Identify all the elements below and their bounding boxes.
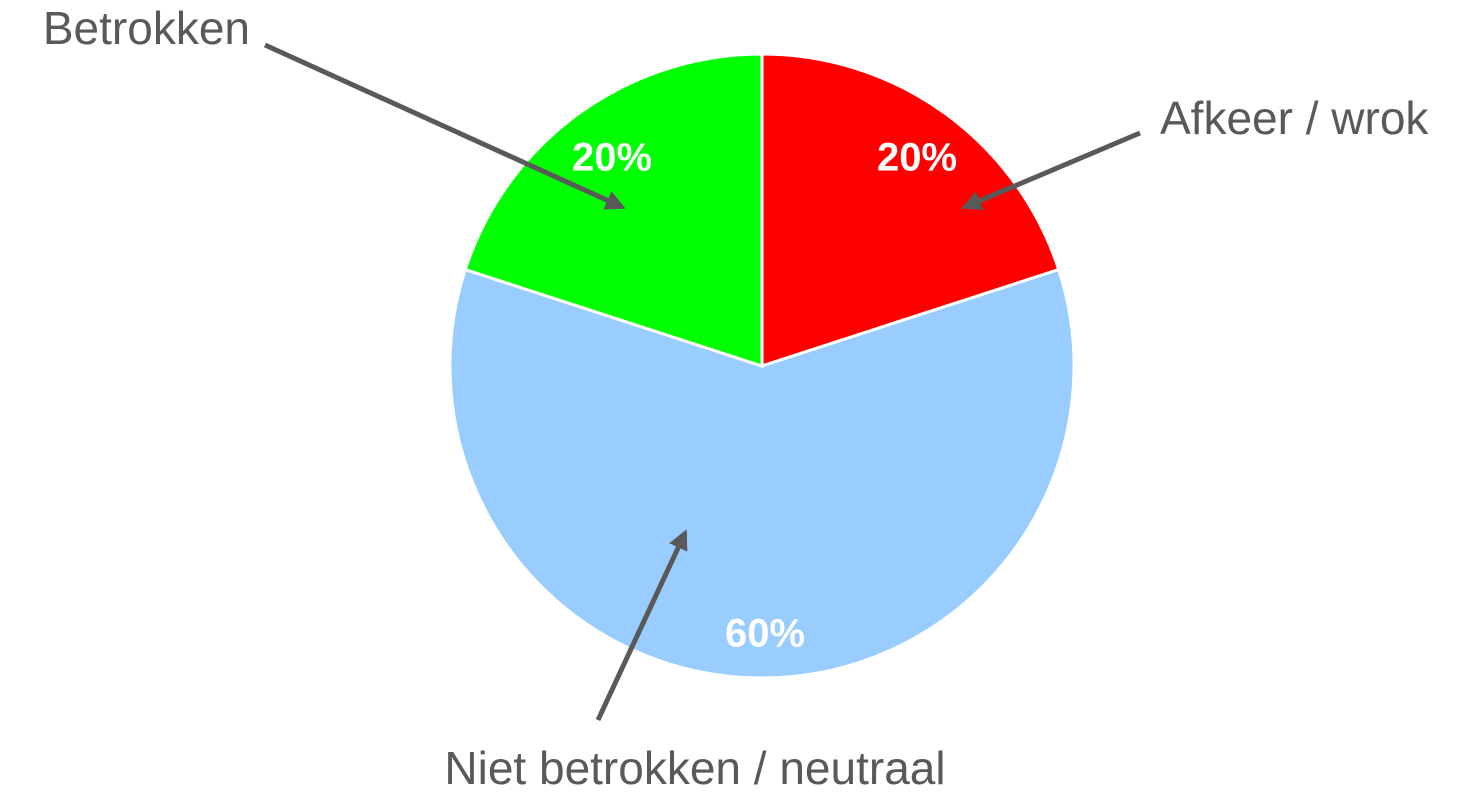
- category-label: Afkeer / wrok: [1160, 92, 1429, 144]
- value-label: 20%: [572, 136, 652, 180]
- category-label: Niet betrokken / neutraal: [444, 742, 945, 794]
- annotation-arrow: [595, 529, 688, 722]
- annotation-arrow: [961, 130, 1141, 210]
- annotation-arrow: [263, 42, 626, 210]
- pie-slice: [463, 52, 764, 369]
- pie: [448, 52, 1076, 680]
- pie-slice: [760, 52, 1061, 369]
- value-label: 20%: [877, 136, 957, 180]
- pie-slice: [448, 267, 1076, 680]
- category-label: Betrokken: [43, 2, 250, 54]
- value-label: 60%: [725, 612, 805, 656]
